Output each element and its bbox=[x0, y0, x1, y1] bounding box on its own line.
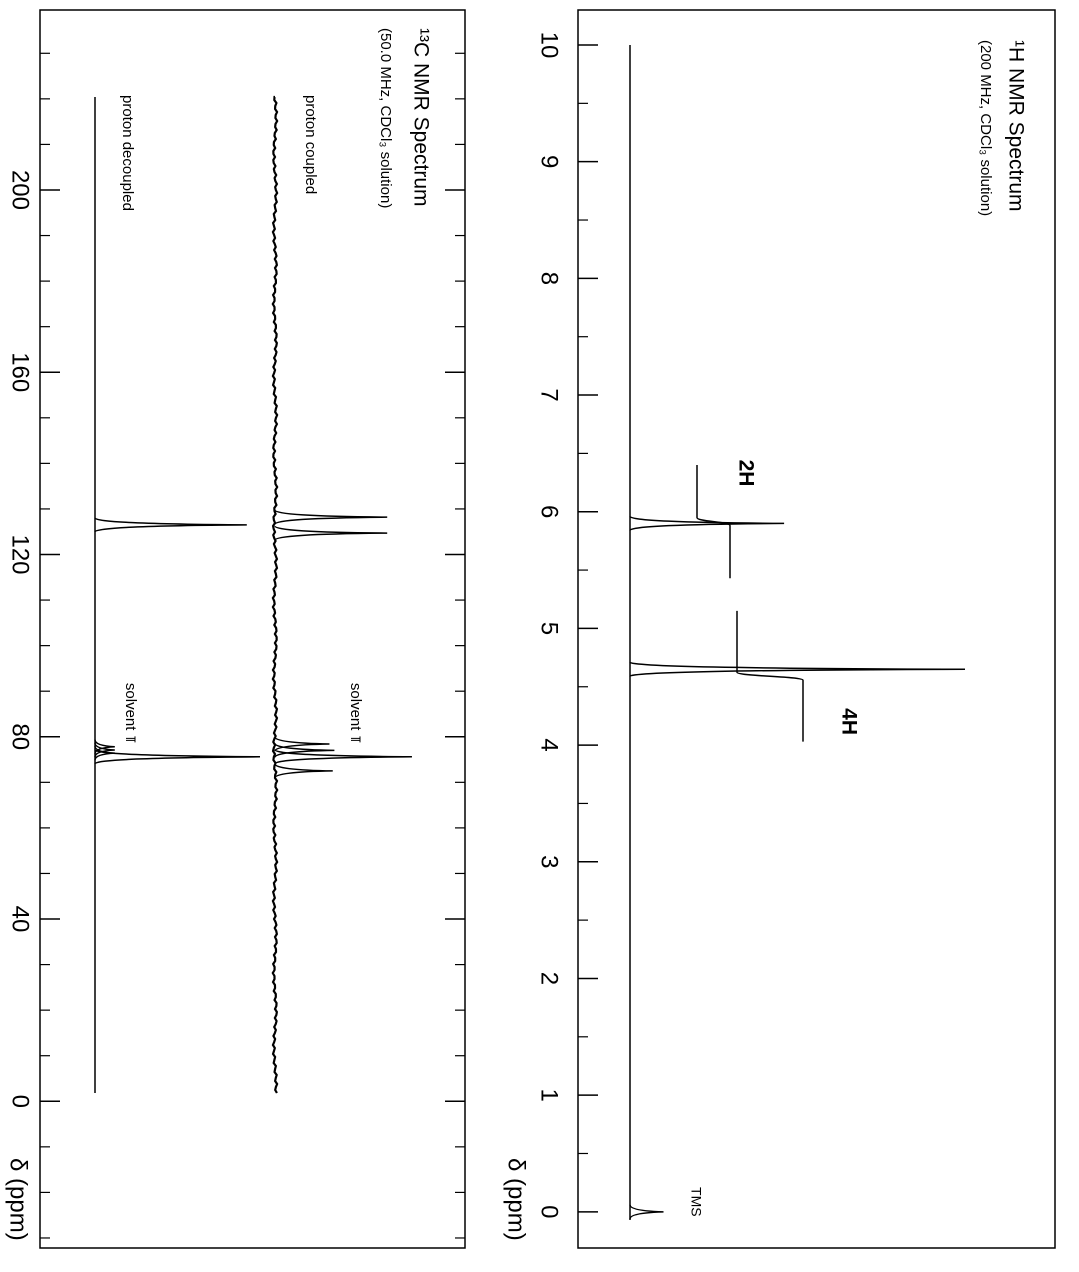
integral bbox=[736, 610, 804, 742]
panel-subtitle: (200 MHz, CDCl₃ solution) bbox=[977, 40, 994, 216]
x-tick-label: 8 bbox=[536, 272, 563, 285]
integral bbox=[696, 465, 731, 579]
series-label: proton coupled bbox=[302, 95, 319, 194]
integral-label: 4H bbox=[837, 708, 860, 735]
x-tick-label: 10 bbox=[536, 32, 563, 59]
triplet-icon bbox=[126, 736, 136, 743]
x-tick-label: 120 bbox=[7, 534, 34, 574]
x-axis-label: δ (ppm) bbox=[503, 1158, 530, 1241]
peak bbox=[94, 749, 261, 765]
peak bbox=[94, 517, 247, 533]
panel-title: ¹H NMR Spectrum bbox=[1004, 40, 1027, 212]
peak bbox=[629, 661, 966, 677]
annotation: TMS bbox=[688, 1187, 704, 1217]
baseline bbox=[271, 95, 279, 1094]
peak bbox=[274, 736, 330, 752]
peak bbox=[274, 763, 333, 779]
panel-frame bbox=[39, 9, 466, 1249]
x-axis-label: δ (ppm) bbox=[5, 1158, 32, 1241]
peak bbox=[94, 742, 115, 758]
x-tick-label: 80 bbox=[7, 723, 34, 750]
peak bbox=[629, 515, 785, 532]
x-tick-label: 200 bbox=[7, 170, 34, 210]
peak bbox=[274, 525, 388, 541]
peak bbox=[274, 743, 335, 758]
integral-label: 2H bbox=[734, 460, 757, 487]
x-tick-label: 6 bbox=[536, 505, 563, 518]
panel-subtitle: (50.0 MHz, CDCl₃ solution) bbox=[377, 28, 394, 208]
x-tick-label: 1 bbox=[536, 1088, 563, 1101]
x-tick-label: 3 bbox=[536, 855, 563, 868]
x-tick-label: 9 bbox=[536, 155, 563, 168]
triplet-icon bbox=[351, 736, 361, 743]
x-tick-label: 40 bbox=[7, 906, 34, 933]
annotation: solvent bbox=[347, 683, 364, 731]
x-tick-label: 4 bbox=[536, 738, 563, 751]
x-tick-label: 7 bbox=[536, 388, 563, 401]
x-tick-label: 0 bbox=[7, 1095, 34, 1108]
peak bbox=[629, 1204, 664, 1220]
annotation: solvent bbox=[122, 683, 139, 731]
series-label: proton decoupled bbox=[119, 95, 136, 211]
peak bbox=[274, 749, 412, 765]
x-tick-label: 0 bbox=[536, 1205, 563, 1218]
panel-title: ¹³C NMR Spectrum bbox=[409, 28, 432, 207]
x-tick-label: 160 bbox=[7, 352, 34, 392]
peak bbox=[274, 509, 388, 525]
x-tick-label: 5 bbox=[536, 622, 563, 635]
x-tick-label: 2 bbox=[536, 972, 563, 985]
